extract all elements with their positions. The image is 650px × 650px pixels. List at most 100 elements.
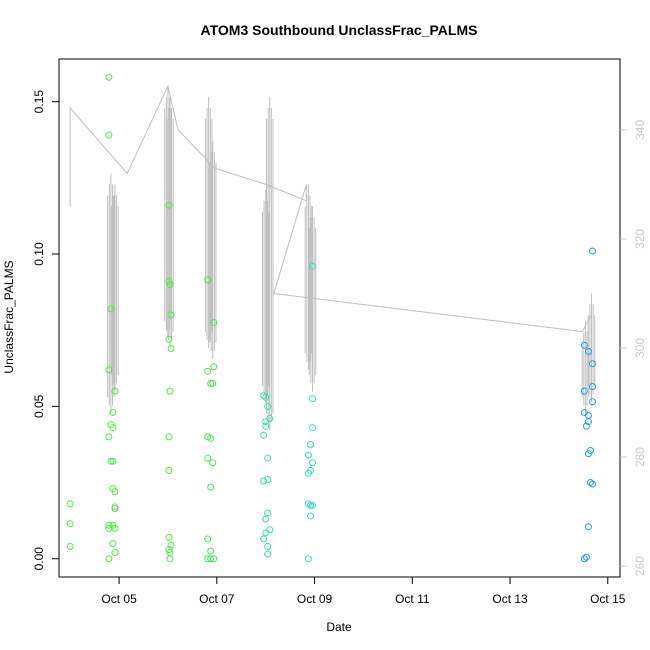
data-point (304, 555, 312, 563)
data-point (264, 509, 272, 517)
x-tick-label: Oct 13 (492, 592, 528, 606)
data-point (264, 543, 272, 551)
data-point (166, 387, 174, 395)
data-point (580, 387, 588, 395)
data-point (306, 501, 314, 509)
altitude-lines (69, 84, 596, 430)
data-points (66, 73, 597, 563)
data-point (260, 431, 268, 439)
data-point (105, 555, 113, 563)
data-point (204, 454, 212, 462)
data-point (166, 280, 174, 288)
data-point (304, 500, 312, 508)
secondary-y-axis: 260 280 300 320 340 (620, 120, 647, 576)
data-point (167, 311, 175, 319)
data-point (165, 201, 173, 209)
data-point (105, 73, 113, 81)
data-point (167, 344, 175, 352)
data-point (306, 440, 314, 448)
data-point (589, 360, 597, 368)
data-point (109, 539, 117, 547)
data-point (204, 276, 212, 284)
data-point (210, 555, 218, 563)
data-point (111, 488, 119, 496)
data-point (66, 500, 74, 508)
y-tick-label: 0.10 (32, 242, 46, 266)
data-point (66, 520, 74, 528)
data-point (165, 433, 173, 441)
data-point (266, 526, 274, 534)
y2-tick-label: 340 (633, 120, 647, 140)
data-point (589, 480, 597, 488)
data-point (586, 479, 594, 487)
data-point (260, 535, 268, 543)
data-point (111, 549, 119, 557)
y2-tick-label: 280 (633, 447, 647, 467)
data-point (264, 550, 272, 558)
data-point (262, 393, 270, 401)
data-point (584, 523, 592, 531)
data-point (207, 483, 215, 491)
data-point (309, 395, 317, 403)
data-point (262, 529, 270, 537)
data-point (109, 424, 117, 432)
data-point (109, 408, 117, 416)
data-point (584, 412, 592, 420)
data-point (309, 501, 317, 509)
data-point (582, 553, 590, 561)
data-point (165, 533, 173, 541)
data-point (165, 335, 173, 343)
data-point (111, 504, 119, 512)
data-point (166, 555, 174, 563)
data-point (584, 348, 592, 356)
altitude-track-line (69, 84, 592, 333)
data-point (111, 524, 119, 532)
data-point (107, 457, 115, 465)
data-point (167, 541, 175, 549)
data-point (262, 422, 270, 430)
data-point (304, 451, 312, 459)
data-point (204, 367, 212, 375)
data-point (266, 415, 274, 423)
chart-title: ATOM3 Southbound UnclassFrac_PALMS (201, 22, 478, 38)
data-point (209, 459, 217, 467)
data-point (207, 547, 215, 555)
data-point (165, 466, 173, 474)
data-point (580, 555, 588, 563)
y-tick-label: 0.15 (32, 90, 46, 114)
data-point (264, 402, 272, 410)
y2-tick-label: 260 (633, 556, 647, 576)
data-point (66, 543, 74, 551)
x-axis-label: Date (326, 620, 352, 634)
data-point (306, 466, 314, 474)
y-tick-label: 0.00 (32, 547, 46, 571)
plot-frame (58, 58, 621, 578)
data-point (111, 387, 119, 395)
data-point (589, 398, 597, 406)
data-point (589, 247, 597, 255)
data-point (209, 380, 217, 388)
data-point (210, 319, 218, 327)
data-point (309, 459, 317, 467)
data-point (264, 475, 272, 483)
data-point (306, 512, 314, 520)
data-point (309, 424, 317, 432)
data-point (262, 515, 270, 523)
data-point (207, 555, 215, 563)
x-tick-label: Oct 07 (199, 592, 235, 606)
data-point (165, 546, 173, 554)
x-tick-label: Oct 05 (101, 592, 137, 606)
data-point (260, 477, 268, 485)
x-tick-label: Oct 09 (297, 592, 333, 606)
data-point (589, 383, 597, 391)
data-point (107, 305, 115, 313)
data-point (580, 408, 588, 416)
data-point (210, 363, 218, 371)
x-tick-label: Oct 11 (395, 592, 430, 606)
y-axis: 0.00 0.05 0.10 0.15 (32, 90, 59, 571)
data-point (105, 433, 113, 441)
data-point (105, 366, 113, 374)
data-point (260, 392, 268, 400)
data-point (109, 457, 117, 465)
